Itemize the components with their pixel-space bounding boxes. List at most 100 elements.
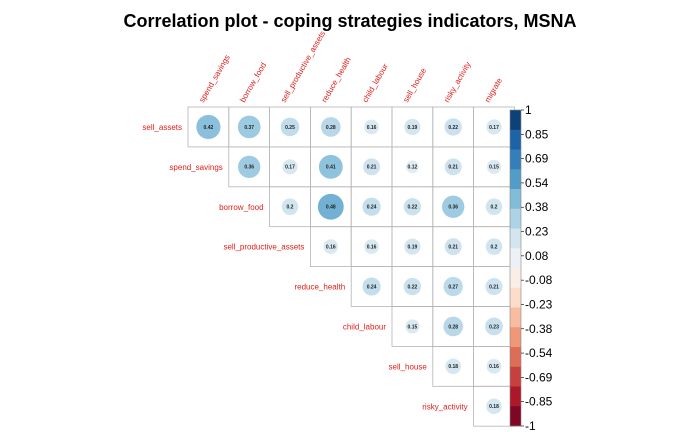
correlation-value-label: 0.19 [408,244,418,250]
column-label: reduce_health [320,56,353,104]
correlation-value-label: 0.16 [367,125,377,131]
label-layer: sell_assetsspend_savingsborrow_foodsell_… [142,29,504,411]
row-label: risky_activity [422,402,467,411]
legend-tick-label: -0.23 [525,297,553,311]
legend-color-band [510,189,521,210]
correlation-circle [322,238,339,255]
correlation-value-label: 0.36 [244,165,254,171]
correlation-value-label: 0.21 [489,284,499,290]
legend-color-band [510,268,521,289]
correlation-circle [320,116,342,138]
row-label: sell_house [389,362,428,371]
correlation-circle [484,317,504,336]
row-label: sell_productive_assets [223,243,304,252]
correlation-value-label: 0.18 [489,404,499,410]
correlation-value-label: 0.21 [448,244,458,250]
legend-tick-label: 0.85 [525,127,549,141]
row-label: spend_savings [169,163,222,172]
legend-color-band [510,347,521,368]
correlation-circle [444,117,463,137]
correlation-value-label: 0.23 [489,324,499,330]
circle-layer: 0.42 0.37 0.25 0.28 0.16 0.19 0.22 0.17 0.36 0.17… [195,114,504,415]
legend-color-band [510,208,521,229]
legend-tick-label: -0.69 [525,370,553,384]
correlation-circle [405,160,420,174]
legend-tick-label: 0.08 [525,249,549,263]
legend-tick-label: -0.38 [525,322,553,336]
row-label: reduce_health [294,283,345,292]
correlation-value-label: 0.17 [489,125,499,131]
correlation-value-label: 0.42 [204,125,214,131]
correlation-value-label: 0.2 [491,244,498,250]
column-label: sell_productive_assets [279,29,327,104]
legend-tick-label: 0.54 [525,176,549,190]
correlation-circle [444,157,463,176]
column-label: risky_activity [442,60,472,104]
legend-border [509,109,522,427]
row-label: child_labour [343,322,386,331]
correlation-value-label: 0.21 [367,165,377,171]
column-label: migrate [483,76,504,104]
column-label: spend_savings [197,53,231,104]
correlation-circle [281,198,299,216]
correlation-circle [237,155,261,179]
legend-tick-label: 0.69 [525,152,549,166]
correlation-value-label: 0.19 [408,125,418,131]
legend-color-band [510,129,521,150]
correlation-value-label: 0.2 [491,205,498,211]
correlation-value-label: 0.12 [408,165,418,171]
correlation-circle [485,237,503,256]
legend-color-band [510,110,521,131]
correlation-circle [317,193,345,221]
correlation-value-label: 0.24 [367,284,377,290]
column-label: borrow_food [238,61,268,104]
correlation-value-label: 0.22 [408,205,418,211]
correlation-circle [363,119,380,135]
correlation-circle [443,276,464,297]
column-label: sell_house [401,66,428,104]
correlation-value-label: 0.41 [326,165,336,171]
legend-tick-label: 0.38 [525,200,549,214]
legend-color-band [510,307,521,328]
legend-color-band [510,327,521,348]
legend-tick-label: 0.23 [525,225,549,239]
correlation-circle [281,158,299,175]
correlation-circle [485,277,503,296]
correlation-circle [485,198,503,216]
correlation-value-label: 0.16 [367,244,377,250]
legend-tick-label: -0.85 [525,395,553,409]
correlation-value-label: 0.16 [489,364,499,370]
legend-color-band [510,228,521,249]
legend-color-band [510,406,521,427]
correlation-circle [441,195,465,219]
correlation-value-label: 0.36 [448,205,458,211]
legend-color-band [510,149,521,170]
correlation-circle [318,154,344,180]
correlation-circle [403,197,422,216]
column-label: child_labour [361,62,391,104]
correlation-value-label: 0.28 [326,125,336,131]
legend-tick-label: 1 [525,103,532,117]
correlation-value-label: 0.27 [448,284,458,290]
row-label: borrow_food [219,203,263,212]
correlation-value-label: 0.22 [448,125,458,131]
correlation-circle [362,197,382,217]
correlation-circle [442,316,464,337]
correlation-circle [403,238,421,256]
correlation-circle [444,358,462,375]
correlation-value-label: 0.28 [448,324,458,330]
correlation-circle [362,276,382,297]
correlation-value-label: 0.48 [326,205,336,211]
legend-tick-label: -1 [525,419,536,432]
correlation-circle [237,115,262,139]
correlation-circle [403,277,422,296]
chart-title: Correlation plot - coping strategies ind… [123,11,576,31]
correlation-circle [195,114,221,140]
correlation-circle [280,117,300,137]
legend-tick-label: -0.54 [525,346,553,360]
correlation-value-label: 0.16 [326,244,336,250]
correlation-circle [404,318,421,335]
correlation-value-label: 0.15 [489,165,499,171]
legend-color-band [510,366,521,387]
